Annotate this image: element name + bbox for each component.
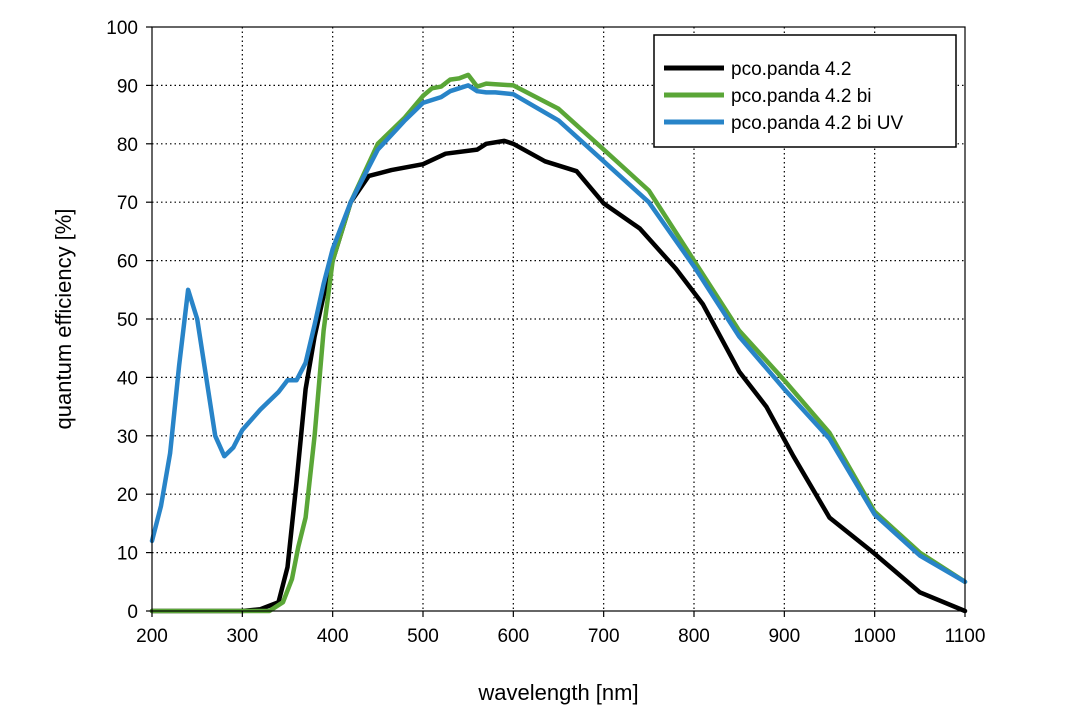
y-tick-label: 80 <box>117 135 138 156</box>
series-line-0 <box>149 138 968 614</box>
ticks: 200 300 400 500 600 700 800 900 1000 1100 0 10 20 30 4… <box>106 18 985 647</box>
y-tick-label: 60 <box>117 252 138 273</box>
y-tick-label: 100 <box>106 18 138 39</box>
legend-label: pco.panda 4.2 bi <box>731 86 872 107</box>
x-tick-label: 400 <box>317 626 349 647</box>
y-tick-label: 0 <box>127 602 138 623</box>
x-tick-label: 200 <box>136 626 168 647</box>
x-tick-label: 600 <box>497 626 529 647</box>
y-tick-label: 20 <box>117 485 138 506</box>
x-tick-label: 800 <box>678 626 710 647</box>
y-tick-label: 50 <box>117 310 138 331</box>
series-layer <box>149 72 968 614</box>
x-tick-label: 1100 <box>945 626 986 647</box>
legend: pco.panda 4.2 pco.panda 4.2 bi pco.panda 4… <box>653 34 957 148</box>
series-line-1 <box>149 72 968 614</box>
y-tick-label: 90 <box>117 76 138 97</box>
legend-label: pco.panda 4.2 <box>731 59 851 80</box>
y-tick-label: 10 <box>117 544 138 565</box>
y-tick-label: 70 <box>117 193 138 214</box>
y-axis-title: quantum efficiency [%] <box>51 209 76 430</box>
y-tick-label: 30 <box>117 427 138 448</box>
y-tick-label: 40 <box>117 368 138 389</box>
legend-box <box>653 34 957 148</box>
x-tick-label: 900 <box>768 626 800 647</box>
x-tick-label: 300 <box>226 626 258 647</box>
x-axis-title: wavelength [nm] <box>477 680 638 705</box>
x-tick-label: 500 <box>407 626 439 647</box>
series-line-2 <box>149 83 968 585</box>
x-tick-label: 700 <box>588 626 620 647</box>
x-tick-label: 1000 <box>854 626 896 647</box>
legend-label: pco.panda 4.2 bi UV <box>731 113 904 134</box>
